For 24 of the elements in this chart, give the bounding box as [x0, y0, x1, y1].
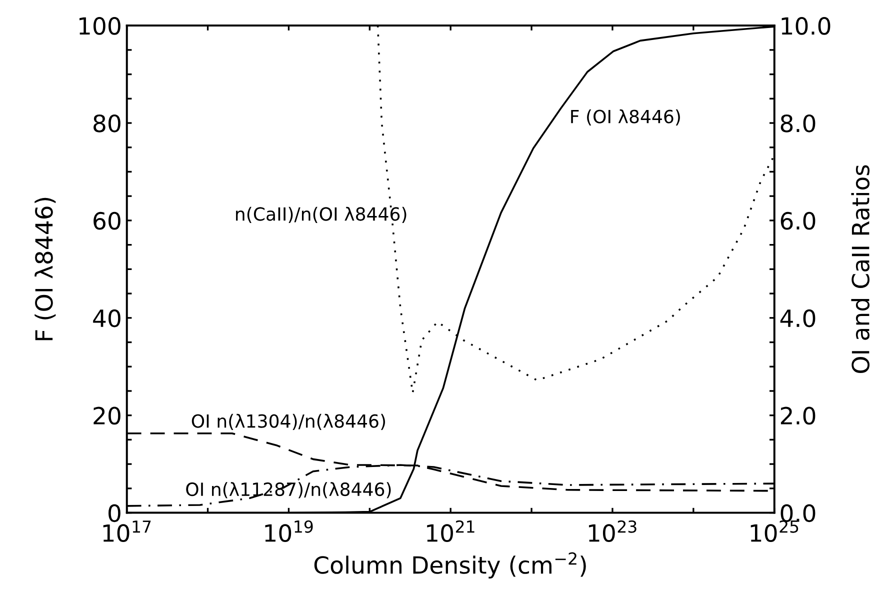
x-tick-label: 10$^{17}$: [103, 520, 151, 542]
y-tick-label: 100: [80, 17, 120, 35]
y2-tick-label: 0.0: [780, 504, 816, 522]
annotation: F (OI λ8446): [571, 109, 680, 126]
y2-tick-label: 4.0: [780, 309, 816, 328]
annotation: OI n(λ1304)/n(λ8446): [192, 414, 386, 430]
y2-tick-label: 10.0: [782, 17, 830, 35]
y2-tick-label: 8.0: [780, 114, 816, 132]
y2-tick-label: 2.0: [780, 406, 816, 425]
annotation: n(CaII)/n(OI λ8446): [236, 206, 406, 223]
x-tick-label: 10$^{23}$: [588, 520, 636, 542]
x-tick-label: 10$^{19}$: [265, 520, 313, 542]
y-tick-label: 0: [108, 504, 120, 522]
x-tick-label: 10$^{25}$: [750, 520, 798, 542]
y-axis-title: F (OI λ8446): [34, 198, 56, 340]
y2-tick-label: 6.0: [780, 212, 816, 230]
annotation: OI n(λ11287)/n(λ8446): [186, 482, 391, 498]
x-axis-title: Column Density (cm$^{−2}$): [314, 552, 586, 579]
y-tick-label: 60: [94, 212, 120, 230]
y-tick-label: 20: [94, 406, 120, 425]
y-tick-label: 80: [94, 114, 120, 132]
y2-axis-title: OI and CaII Ratios: [851, 165, 870, 373]
y-tick-label: 40: [93, 309, 120, 328]
x-tick-label: 10$^{21}$: [427, 520, 474, 542]
